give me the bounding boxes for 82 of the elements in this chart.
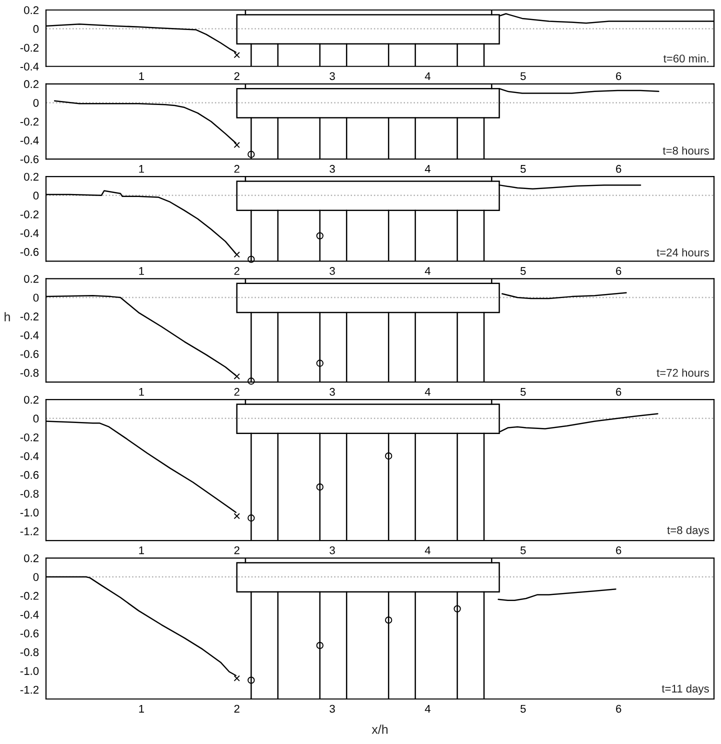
x-tick-label: 3 [330,164,335,173]
y-tick-label: 0.2 [24,554,38,562]
y-tick-label: 0.2 [24,274,38,283]
annotation: t=8 days [667,526,709,536]
y-tick-label: -0.8 [20,648,39,656]
annotation: t=72 hours [656,368,709,377]
y-tick-label: 0 [33,192,39,200]
y-tick-label: 0.2 [24,6,38,14]
y-tick-label: -0.6 [20,155,39,164]
x-tick-label: 6 [616,164,622,173]
annotation: t=11 days [662,684,709,695]
y-tick-label: -0.2 [20,118,38,126]
y-tick-label: -1.0 [20,667,39,675]
y-tick-label: -0.4 [20,610,39,619]
x-tick-label: 6 [616,72,622,80]
y-tick-label: -0.8 [20,490,39,498]
y-tick-label: 0 [33,98,39,107]
annotation: t=60 min. [663,54,708,62]
y-tick-label: -0.6 [20,471,39,479]
x-tick-label: 5 [520,546,526,554]
y-tick-label: 0 [33,294,39,302]
y-tick-label: -0.2 [20,210,38,218]
annotation: t=24 hours [656,248,709,256]
x-tick-label: 6 [616,267,622,275]
x-tick-label: 2 [234,704,240,713]
y-tick-label: 0 [33,414,39,423]
x-tick-label: 6 [616,388,622,396]
y-tick-label: 0.2 [24,172,38,181]
x-tick-label: 4 [424,165,430,173]
x-tick-label: 3 [330,704,335,713]
x-axis-title: x/h [372,724,388,734]
x-tick-label: 2 [234,164,240,173]
x-tick-label: 2 [234,546,240,554]
y-tick-label: 0 [33,573,39,581]
x-tick-label: 4 [424,704,430,713]
x-tick-label: 3 [330,388,335,396]
x-tick-label: 3 [330,267,335,275]
y-tick-label: 0.2 [24,396,38,404]
x-tick-label: 6 [616,704,622,713]
y-tick-label: -0.8 [20,368,39,377]
x-tick-label: 4 [424,72,430,80]
line-series [54,100,237,144]
x-tick-label: 1 [139,267,144,275]
x-tick-label: 5 [520,388,526,396]
y-tick-label: -0.4 [20,136,39,144]
y-tick-label: -1.2 [20,527,38,536]
y-tick-label: -0.2 [20,44,38,52]
x-tick-label: 4 [424,267,430,275]
y-tick-label: -0.6 [20,248,39,256]
y-tick-label: -0.4 [20,331,39,340]
y-tick-label: -0.6 [20,630,39,638]
x-tick-label: 5 [520,704,526,713]
x-tick-label: 1 [139,388,144,396]
x-tick-label: 2 [234,72,240,80]
y-tick-label: -0.4 [20,62,39,71]
annotation: t=8 hours [662,146,709,155]
x-tick-label: 5 [520,165,526,173]
line-series [498,588,616,601]
y-tick-label: -0.4 [20,452,39,460]
x-tick-label: 2 [234,267,240,275]
y-tick-label: -0.4 [20,229,39,238]
x-tick-label: 1 [139,546,144,554]
y-tick-label: -0.6 [20,350,39,358]
x-tick-label: 3 [330,72,335,80]
y-tick-label: -0.2 [20,433,38,442]
y-tick-label: -1.0 [20,508,39,516]
x-tick-label: 1 [139,165,144,173]
y-tick-label: 0.2 [24,80,38,88]
x-tick-label: 1 [139,72,144,80]
x-tick-label: 6 [616,546,622,554]
x-tick-label: 4 [424,388,430,396]
x-tick-label: 5 [520,267,526,275]
y-tick-label: 0 [33,25,39,33]
x-tick-label: 2 [234,388,240,396]
y-tick-label: -0.2 [20,312,38,320]
x-tick-label: 5 [520,72,526,80]
x-tick-label: 1 [139,704,144,713]
y-axis-title: h [4,312,10,322]
y-tick-label: -0.2 [20,592,38,600]
x-tick-label: 4 [424,546,430,554]
x-tick-label: 3 [330,546,335,554]
y-tick-label: -1.2 [20,686,38,694]
